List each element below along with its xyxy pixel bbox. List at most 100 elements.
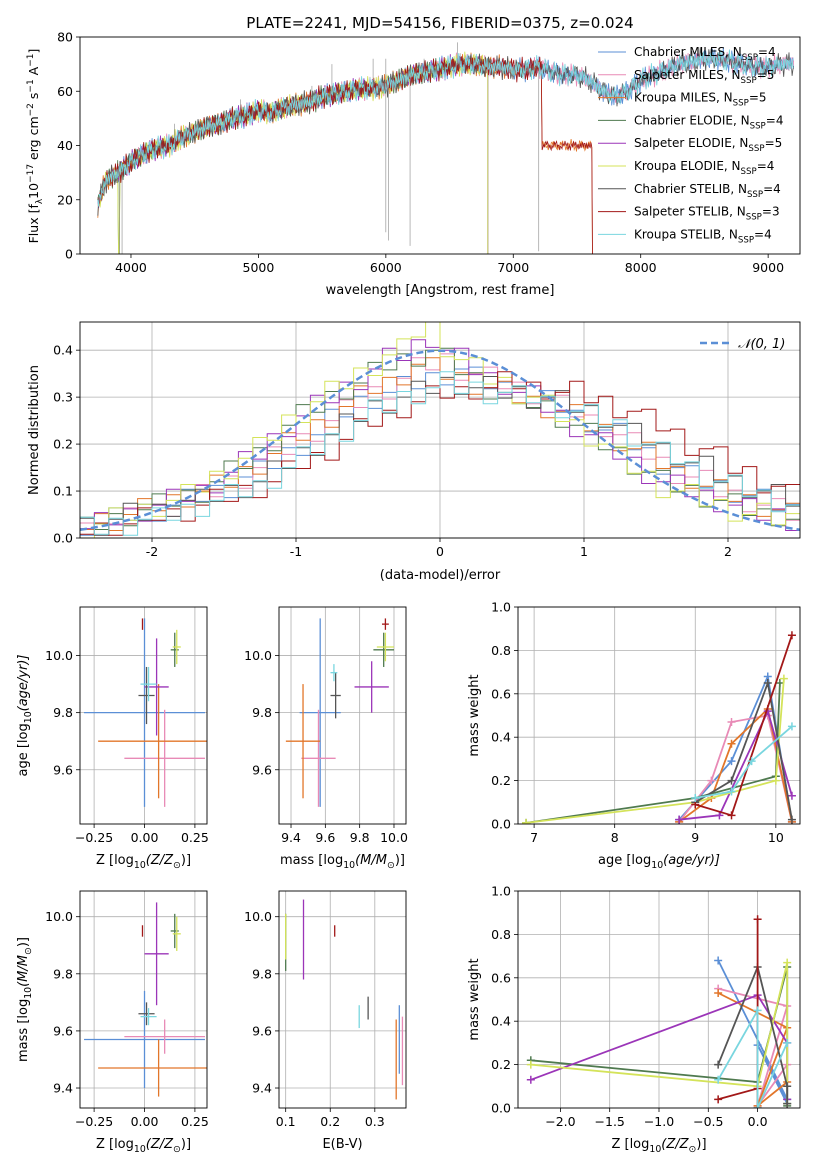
series-kroupa-stelib: [714, 1006, 792, 1108]
series-line: [525, 678, 785, 824]
y-axis-label: Flux [fλ10−17 erg cm−2 s−1 A−1]: [26, 49, 45, 244]
y-tick-label: 0.0: [491, 1101, 511, 1116]
plot-area: [526, 915, 792, 1108]
x-tick-label: 9.8: [350, 830, 370, 845]
axes-frame: [517, 890, 801, 1109]
y-tick-label: 0.3: [53, 390, 73, 405]
x-axis-label: (data-model)/error: [380, 568, 501, 583]
label-part: ⊙: [173, 860, 181, 871]
x-tick-label: 0: [436, 544, 444, 559]
errorbar-kroupa-elodie: [172, 916, 181, 951]
legend: 𝒩(0, 1): [700, 337, 785, 352]
label-part: (Z/Z: [661, 1137, 689, 1152]
label-part: Kroupa ELODIE, N: [634, 159, 741, 173]
label-part: −17: [26, 164, 36, 183]
gaussian-curve: [80, 349, 800, 532]
label-part: 10: [134, 1144, 146, 1155]
data-point-marker: [783, 1038, 792, 1047]
label-part: 10: [649, 1144, 661, 1155]
y-tick-label: 0.2: [53, 437, 73, 452]
x-tick-label: 9.6: [315, 830, 335, 845]
x-tick-label: 10.0: [380, 830, 408, 845]
mass-vs-ebv-chart: 0.1 0.2 0.3 9.4 9.6 9.8 10.0 E(B-V): [244, 890, 407, 1152]
series-kroupa-stelib: [691, 722, 796, 802]
data-point-marker: [715, 811, 724, 820]
x-tick-label: 0.1: [276, 1114, 296, 1129]
label-part: Salpeter ELODIE, N: [634, 136, 748, 150]
y-axis-label: mass weight: [467, 958, 482, 1040]
ticks: -2 -1 0 1 2 0.0 0.1 0.2 0.3 0.4: [53, 343, 732, 559]
y-tick-label: 0: [65, 247, 73, 262]
age-vs-metallicity-chart: −0.25 0.00 0.259.69.810.0Z [log10(Z/Z⊙)]ag…: [16, 606, 209, 871]
data-point-marker: [714, 1075, 723, 1084]
label-part: )]: [696, 1137, 706, 1152]
mass-vs-metallicity-chart: −0.25 0.00 0.259.49.69.810.0Z [log10(Z/Z⊙)…: [16, 890, 209, 1155]
ticks: 7 8 9 10 0.0 0.2 0.4 0.6 0.8 1.0: [491, 600, 784, 846]
errorbar-salpeter-elodie: [354, 661, 389, 713]
y-tick-label: 10.0: [244, 909, 272, 924]
legend-label: Chabrier STELIB, NSSP=4: [634, 182, 781, 200]
plot-area: [97, 42, 794, 254]
y-tick-label: 0.2: [491, 773, 511, 788]
grid: [279, 891, 406, 1108]
data-point-marker: [691, 793, 700, 802]
label-part: 10: [23, 987, 34, 999]
data-point-marker: [714, 1060, 723, 1069]
ticks: −2.0 −1.5 −1.0 −0.5 0.0 0.0 0.2 0.4 0.6 0.8 1.0: [491, 884, 767, 1130]
grid: [279, 607, 406, 824]
histogram-kroupa-miles: [80, 357, 800, 531]
y-tick-label: 9.6: [53, 1023, 73, 1038]
label-part: Salpeter STELIB, N: [634, 205, 746, 219]
x-tick-label: 0.0: [748, 1114, 768, 1129]
label-part: ⊙: [689, 1144, 697, 1155]
x-axis-label: age [log10(age/yr)]: [598, 853, 720, 871]
data-point-marker: [783, 958, 792, 967]
label-part: =4: [758, 45, 776, 59]
grid: [80, 891, 207, 1108]
axes-frame: [79, 606, 208, 825]
label-part: λ: [35, 198, 45, 204]
legend-label: Kroupa STELIB, NSSP=4: [634, 227, 772, 245]
plot-area: [80, 322, 800, 538]
y-axis-label: mass weight: [467, 674, 482, 756]
errorbar-kroupa-elodie: [376, 632, 394, 662]
data-point-marker: [753, 1104, 762, 1108]
y-tick-label: 80: [57, 30, 73, 45]
label-part: )]: [395, 853, 405, 868]
data-point-marker: [787, 631, 796, 640]
data-point-marker: [727, 757, 736, 766]
y-tick-label: 9.4: [53, 1081, 73, 1096]
label-part: A: [26, 66, 41, 79]
x-tick-label: -2: [146, 544, 158, 559]
y-tick-label: 9.8: [252, 705, 272, 720]
x-axis-label: wavelength [Angstrom, rest frame]: [326, 283, 555, 298]
legend-label: 𝒩(0, 1): [738, 337, 785, 352]
label-part: (Z/Z: [146, 853, 174, 868]
y-tick-label: 9.6: [252, 762, 272, 777]
errorbar-salpeter-miles: [124, 709, 205, 807]
axes-frame: [278, 890, 407, 1109]
y-tick-label: 0.8: [491, 643, 511, 658]
x-tick-label: 2: [724, 544, 732, 559]
y-tick-label: 0.4: [491, 730, 511, 745]
x-tick-label: 0.25: [181, 1114, 209, 1129]
y-tick-label: 0.1: [53, 484, 73, 499]
errorbar-chabrier-stelib: [138, 666, 155, 725]
label-part: (age/yr)]: [663, 853, 720, 868]
x-tick-label: −2.0: [545, 1114, 575, 1129]
plot-area: [285, 899, 404, 1100]
spectrum-chart: 4000 5000 6000 7000 8000 9000 0 20 40 60 80 Chabrie…: [26, 30, 801, 298]
data-point-marker: [787, 791, 796, 800]
ticks: 4000 5000 6000 7000 8000 9000 0 20 40 60 80: [57, 30, 784, 276]
x-tick-label: −1.5: [595, 1114, 625, 1129]
axes-frame: [79, 36, 801, 255]
label-part: )]: [181, 853, 191, 868]
data-point-marker: [753, 915, 762, 924]
label-part: SSP: [741, 167, 757, 177]
plot-area: [522, 631, 796, 824]
massweight-vs-metallicity-chart: −2.0 −1.5 −1.0 −0.5 0.0 0.0 0.2 0.4 0.6 0.8 1.0 Z […: [467, 884, 801, 1155]
y-tick-label: 0.8: [491, 927, 511, 942]
label-part: erg cm: [26, 116, 41, 164]
label-part: 10: [23, 711, 34, 723]
